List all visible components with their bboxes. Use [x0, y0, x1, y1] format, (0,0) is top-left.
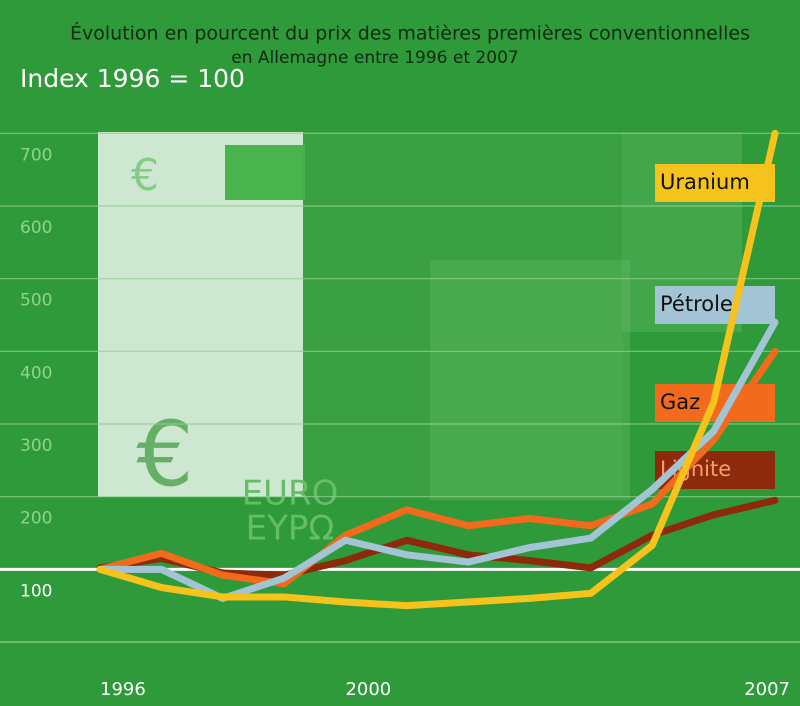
series-label: Pétrole: [655, 286, 775, 324]
svg-text:EURO: EURO: [242, 474, 339, 514]
legend-entry: Gaz: [660, 390, 700, 414]
y-tick-label: 500: [20, 291, 52, 311]
x-tick-label: 2000: [345, 679, 391, 700]
x-tick-label: 2007: [744, 679, 790, 700]
y-tick-label: 400: [20, 363, 52, 383]
svg-text:EYPΩ: EYPΩ: [246, 509, 335, 549]
y-tick-label: 300: [20, 436, 52, 456]
x-tick-label: 1996: [100, 679, 146, 700]
y-tick-label: 600: [20, 218, 52, 238]
chart-subtitle: Index 1996 = 100: [20, 64, 245, 93]
series-label: Uranium: [655, 164, 775, 202]
y-tick-label: 200: [20, 509, 52, 529]
legend-entry: Uranium: [660, 170, 750, 194]
chart-title: Évolution en pourcent du prix des matièr…: [70, 22, 750, 45]
chart-title: en Allemagne entre 1996 et 2007: [231, 48, 518, 68]
y-tick-label: 700: [20, 145, 52, 165]
svg-text:€: €: [131, 150, 159, 201]
y-tick-label: 100: [20, 581, 52, 601]
chart: € € EURO EYPΩ Évolution en pourcent du p…: [0, 0, 800, 706]
legend-entry: Pétrole: [660, 292, 733, 316]
svg-text:€: €: [136, 402, 193, 507]
